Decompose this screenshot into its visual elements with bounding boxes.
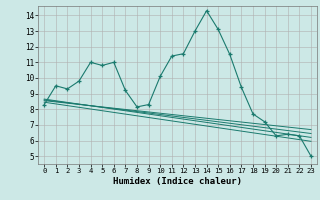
X-axis label: Humidex (Indice chaleur): Humidex (Indice chaleur) [113, 177, 242, 186]
